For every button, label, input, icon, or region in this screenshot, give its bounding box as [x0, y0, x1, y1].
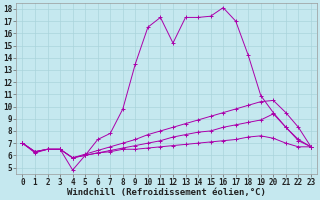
- X-axis label: Windchill (Refroidissement éolien,°C): Windchill (Refroidissement éolien,°C): [67, 188, 266, 197]
